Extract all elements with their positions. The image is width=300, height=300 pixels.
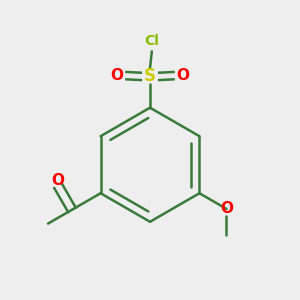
Text: O: O <box>110 68 123 83</box>
Text: O: O <box>52 172 64 188</box>
Text: O: O <box>220 201 233 216</box>
Text: O: O <box>177 68 190 83</box>
Text: Cl: Cl <box>144 34 159 48</box>
Text: S: S <box>144 68 156 85</box>
